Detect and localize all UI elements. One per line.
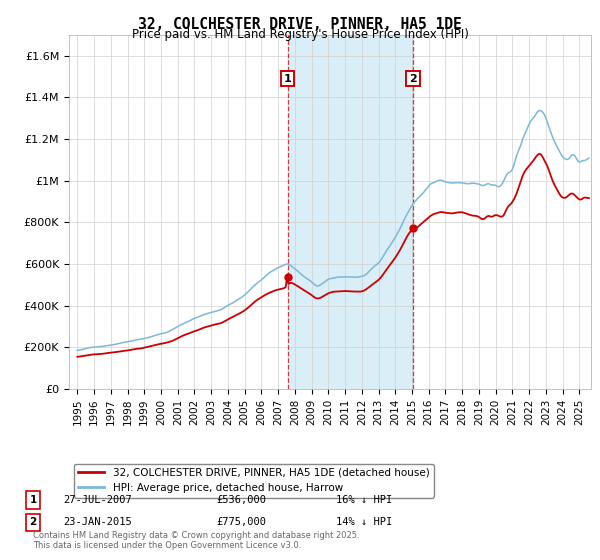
Text: 32, COLCHESTER DRIVE, PINNER, HA5 1DE: 32, COLCHESTER DRIVE, PINNER, HA5 1DE: [138, 17, 462, 32]
Text: £536,000: £536,000: [216, 495, 266, 505]
Text: 14% ↓ HPI: 14% ↓ HPI: [336, 517, 392, 528]
Text: £775,000: £775,000: [216, 517, 266, 528]
Text: Contains HM Land Registry data © Crown copyright and database right 2025.
This d: Contains HM Land Registry data © Crown c…: [33, 530, 359, 550]
Text: 16% ↓ HPI: 16% ↓ HPI: [336, 495, 392, 505]
Text: Price paid vs. HM Land Registry's House Price Index (HPI): Price paid vs. HM Land Registry's House …: [131, 28, 469, 41]
Bar: [287, 35, 413, 389]
Text: 1: 1: [284, 73, 292, 83]
Legend: 32, COLCHESTER DRIVE, PINNER, HA5 1DE (detached house), HPI: Average price, deta: 32, COLCHESTER DRIVE, PINNER, HA5 1DE (d…: [74, 464, 434, 497]
Text: 1: 1: [29, 495, 37, 505]
Text: 2: 2: [409, 73, 417, 83]
Text: 23-JAN-2015: 23-JAN-2015: [63, 517, 132, 528]
Text: 2: 2: [29, 517, 37, 528]
Text: 27-JUL-2007: 27-JUL-2007: [63, 495, 132, 505]
